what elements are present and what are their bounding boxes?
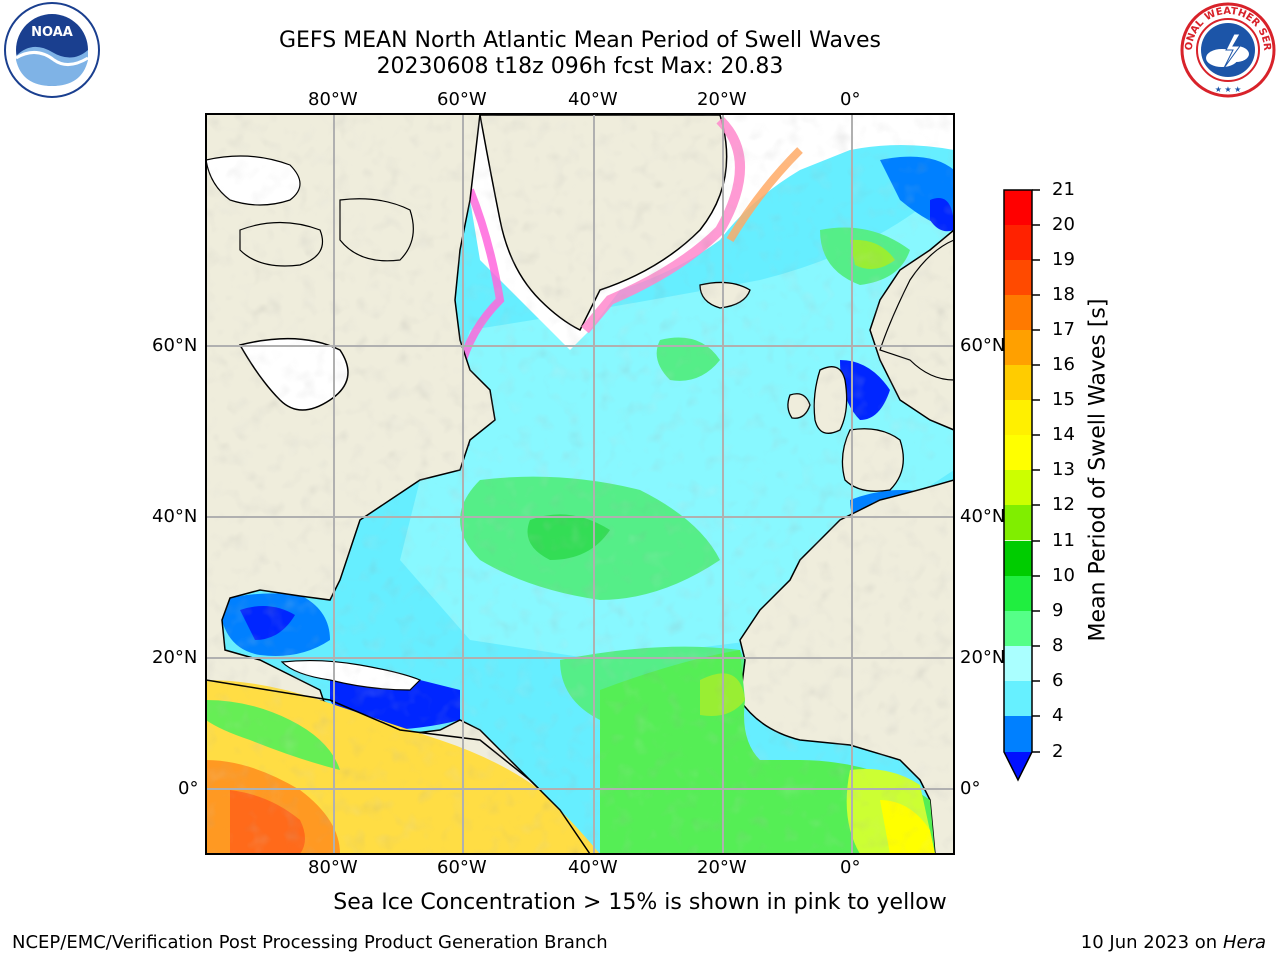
svg-text:★ ★ ★: ★ ★ ★ <box>1215 85 1242 94</box>
lon-label-bottom-20w: 20°W <box>697 857 747 878</box>
lat-label-right-60n: 60°N <box>960 335 1006 356</box>
colorbar-tick: 13 <box>1052 459 1075 480</box>
colorbar-tick: 8 <box>1052 635 1064 656</box>
chart-subtitle: 20230608 t18z 096h fcst Max: 20.83 <box>376 54 784 79</box>
lon-label-top-40w: 40°W <box>568 89 618 110</box>
colorbar-label: Mean Period of Swell Waves [s] <box>1085 298 1111 642</box>
nws-logo-icon: NATIONAL WEATHER SERVICE ★ ★ ★ <box>1178 0 1276 98</box>
chart-title: GEFS MEAN North Atlantic Mean Period of … <box>278 28 881 53</box>
colorbar-tick: 21 <box>1052 179 1075 200</box>
footer-credit: NCEP/EMC/Verification Post Processing Pr… <box>12 932 608 953</box>
noaa-logo-icon: NOAA <box>4 2 100 98</box>
lon-label-top-20w: 20°W <box>697 89 747 110</box>
lon-label-bottom-0: 0° <box>840 857 861 878</box>
colorbar-tick: 20 <box>1052 214 1075 235</box>
colorbar-tick: 14 <box>1052 424 1075 445</box>
lat-label-right-20n: 20°N <box>960 647 1006 668</box>
colorbar <box>1003 189 1040 782</box>
colorbar-tick: 11 <box>1052 530 1075 551</box>
colorbar-tick: 4 <box>1052 705 1064 726</box>
lat-label-right-40n: 40°N <box>960 506 1006 527</box>
lat-label-left-40n: 40°N <box>152 506 198 527</box>
footer-date: 10 Jun 2023 on Hera <box>1081 932 1266 953</box>
lon-label-bottom-80w: 80°W <box>308 857 358 878</box>
sea-ice-note: Sea Ice Concentration > 15% is shown in … <box>333 890 947 915</box>
colorbar-tick: 2 <box>1052 741 1064 762</box>
colorbar-tick: 16 <box>1052 354 1075 375</box>
lat-label-left-60n: 60°N <box>152 335 198 356</box>
lon-label-bottom-60w: 60°W <box>437 857 487 878</box>
lat-label-left-20n: 20°N <box>152 647 198 668</box>
footer-machine: Hera <box>1222 932 1266 953</box>
colorbar-tick: 6 <box>1052 670 1064 691</box>
colorbar-tick: 19 <box>1052 249 1075 270</box>
lon-label-top-60w: 60°W <box>437 89 487 110</box>
colorbar-tick: 17 <box>1052 319 1075 340</box>
lat-label-right-0: 0° <box>960 778 981 799</box>
colorbar-tick: 10 <box>1052 565 1075 586</box>
colorbar-tick: 15 <box>1052 389 1075 410</box>
colorbar-tick: 9 <box>1052 600 1064 621</box>
lon-label-top-80w: 80°W <box>308 89 358 110</box>
colorbar-tick: 18 <box>1052 284 1075 305</box>
lat-label-left-0: 0° <box>178 778 199 799</box>
lon-label-top-0: 0° <box>840 89 861 110</box>
colorbar-tick: 12 <box>1052 494 1075 515</box>
noaa-logo-text: NOAA <box>31 25 73 40</box>
footer-date-text: 10 Jun 2023 on <box>1080 932 1218 953</box>
lon-label-bottom-40w: 40°W <box>568 857 618 878</box>
